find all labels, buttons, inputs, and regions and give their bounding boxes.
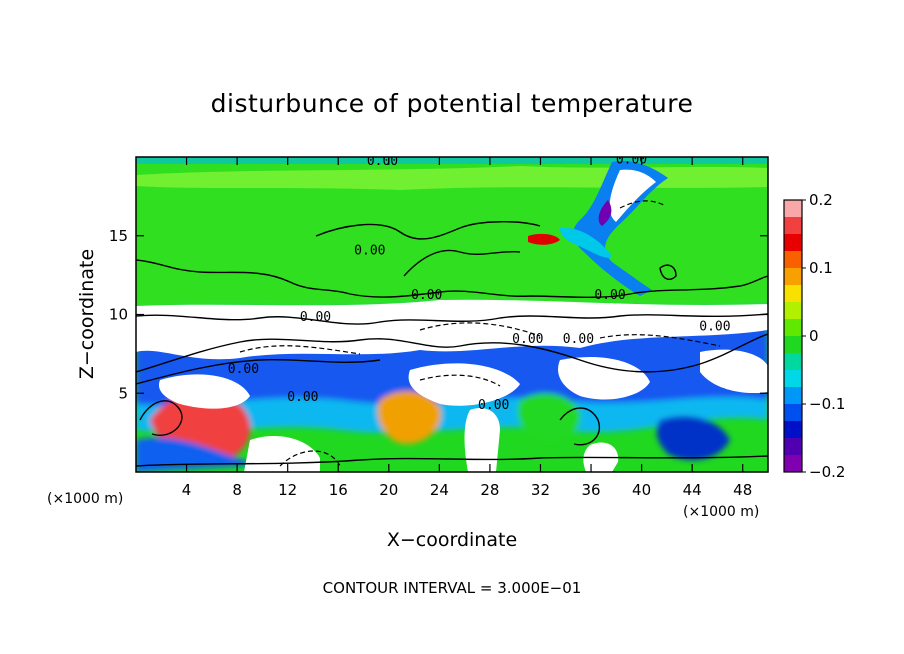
colorbar-swatch	[784, 234, 802, 252]
field-tongue-blue	[573, 160, 668, 296]
field-top-strip	[136, 157, 768, 164]
colorbar-swatch	[784, 200, 802, 218]
contour-interval-note: CONTOUR INTERVAL = 3.000E−01	[323, 579, 582, 597]
colorbar-tick-label: −0.1	[809, 395, 845, 413]
contour-label: 0.00	[478, 398, 509, 413]
x-tick-label: 36	[581, 481, 600, 499]
x-axis: 4 8 12 16 20 24 28 32 36 40 44 48	[182, 157, 752, 499]
colorbar-tick-label: 0.1	[809, 259, 833, 277]
y-axis-label: Z−coordinate	[76, 249, 98, 379]
contour-lines-solid	[136, 221, 768, 467]
x-tick-label: 8	[232, 481, 242, 499]
plot-area: 0.00 0.00 0.00 0.00 0.00 0.00 0.00 0.00 0.00 0.00…	[136, 152, 768, 472]
y-tick-label: 15	[109, 227, 128, 245]
x-tick-label: 32	[531, 481, 550, 499]
x-tick-label: 48	[733, 481, 752, 499]
contour-label: 0.00	[411, 288, 442, 303]
colorbar-swatch	[784, 404, 802, 422]
contour-label: 0.00	[367, 154, 398, 169]
field-red-blob	[528, 233, 560, 245]
y-axis: 5 10 15	[109, 227, 768, 402]
colorbar-swatch	[784, 251, 802, 269]
x-tick-label: 12	[278, 481, 297, 499]
contour-label: 0.00	[616, 152, 647, 167]
field-tongue-purple	[598, 200, 612, 226]
field-white-patches	[136, 299, 768, 472]
field-tongue-core	[609, 169, 656, 222]
x-tick-label: 4	[182, 481, 192, 499]
y-tick-label: 5	[118, 384, 128, 402]
colorbar-swatch	[784, 387, 802, 405]
contour-label: 0.00	[594, 288, 625, 303]
x-tick-label: 20	[379, 481, 398, 499]
x-axis-label: X−coordinate	[387, 529, 517, 551]
colorbar-swatch	[784, 353, 802, 371]
x-tick-label: 24	[430, 481, 449, 499]
x-axis-unit-right: (×1000 m)	[683, 504, 759, 520]
contour-lines-dashed	[239, 200, 721, 467]
colorbar-tick-label: −0.2	[809, 463, 845, 481]
colorbar-swatch	[784, 438, 802, 456]
colorbar-swatch	[784, 455, 802, 473]
x-tick-label: 40	[632, 481, 651, 499]
colorbar-swatch	[784, 336, 802, 354]
colorbar-swatch	[784, 285, 802, 303]
colorbar-swatch	[784, 302, 802, 320]
x-tick-label: 44	[683, 481, 702, 499]
colorbar: 0.2 0.1 0 −0.1 −0.2	[783, 191, 845, 481]
colorbar-tick-label: 0.2	[809, 191, 833, 209]
contour-label: 0.00	[300, 310, 331, 325]
field-cyan-tail	[560, 227, 612, 258]
x-tick-label: 16	[329, 481, 348, 499]
contour-label: 0.00	[563, 332, 594, 347]
colorbar-swatch	[784, 421, 802, 439]
contour-labels: 0.00 0.00 0.00 0.00 0.00 0.00 0.00 0.00 0.00 0.00…	[228, 152, 731, 413]
contour-label: 0.00	[699, 319, 730, 334]
chart-title: disturbunce of potential temperature	[211, 89, 694, 118]
colorbar-tick-label: 0	[809, 327, 819, 345]
colorbar-swatch	[784, 217, 802, 235]
contour-label: 0.00	[512, 332, 543, 347]
contour-label: 0.00	[354, 244, 385, 259]
colorbar-swatch	[784, 319, 802, 337]
x-axis-unit-left: (×1000 m)	[47, 491, 123, 507]
contour-label: 0.00	[228, 362, 259, 377]
colorbar-swatch	[784, 370, 802, 388]
y-tick-label: 10	[109, 306, 128, 324]
x-tick-label: 28	[480, 481, 499, 499]
colorbar-swatch	[784, 268, 802, 286]
contour-label: 0.00	[287, 390, 318, 405]
